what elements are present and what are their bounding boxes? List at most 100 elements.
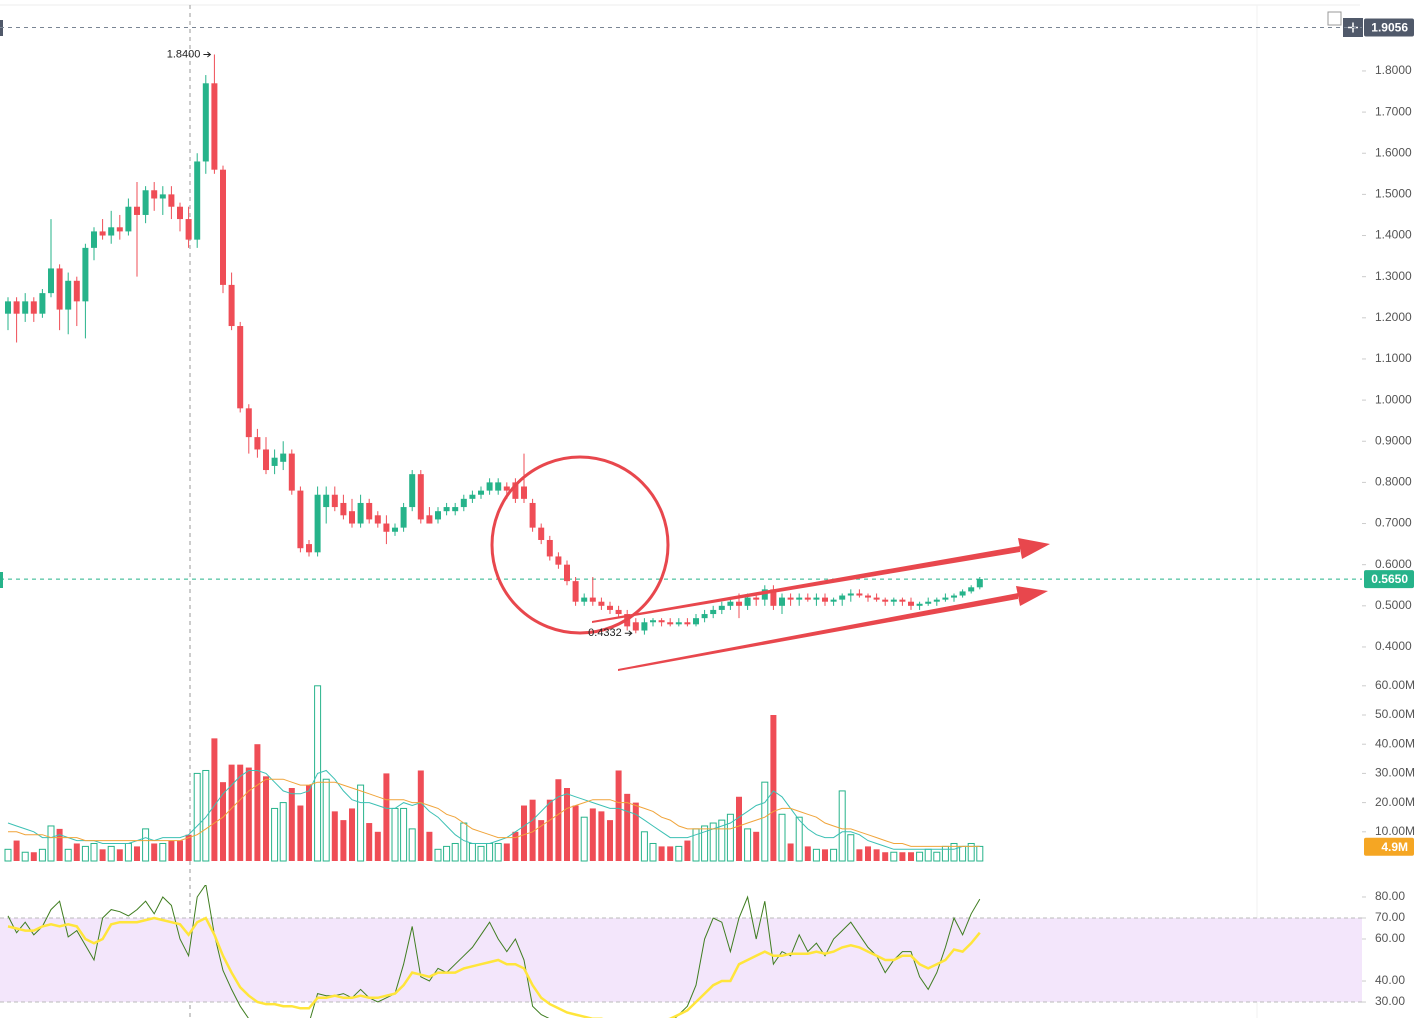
volume-bar	[804, 846, 811, 861]
candle-body	[426, 515, 433, 524]
candle-body	[5, 301, 11, 314]
volume-bar	[908, 852, 914, 861]
candle-body	[280, 453, 287, 462]
volume-bar	[168, 840, 175, 861]
candle-body	[736, 601, 742, 606]
candle-body	[220, 169, 226, 285]
candle-body	[460, 498, 467, 508]
volume-bar	[564, 788, 570, 861]
candle-body	[865, 595, 871, 598]
candle-body	[151, 190, 158, 199]
volume-bar	[967, 842, 975, 862]
candle-body	[830, 599, 837, 602]
candle-body	[908, 601, 914, 606]
candle-body	[48, 268, 54, 294]
volume-bar	[675, 845, 683, 862]
candle-body	[211, 83, 218, 170]
volume-bar	[580, 816, 588, 862]
volume-bar	[916, 851, 924, 862]
volume-bar	[426, 831, 433, 861]
volume-bar	[882, 852, 889, 861]
candle-body	[228, 284, 235, 327]
candle-body	[546, 539, 553, 557]
volume-bar	[538, 820, 545, 861]
candle-body	[787, 597, 794, 600]
background-layer	[0, 27, 1362, 1003]
candle-body	[22, 301, 29, 314]
candle-body	[134, 206, 140, 215]
candle-body	[572, 581, 579, 602]
volume-bar	[228, 764, 235, 861]
expand-icon[interactable]	[1327, 11, 1342, 26]
y-tick-label: 0.7000	[1375, 516, 1412, 530]
volume-bar	[649, 842, 657, 862]
volume-bar	[331, 811, 338, 861]
volume-bar	[38, 848, 46, 862]
y-tick-label: 40.00M	[1375, 736, 1415, 750]
volume-bar	[64, 848, 72, 862]
volume-bar	[177, 840, 183, 861]
volume-bar	[529, 799, 536, 861]
volume-bar	[193, 772, 201, 862]
y-tick-label: 30.00M	[1375, 766, 1415, 780]
volume-bar	[116, 849, 123, 861]
volume-bar	[822, 849, 828, 861]
volume-bar	[684, 840, 691, 861]
candle-body	[916, 603, 923, 606]
candle-body	[684, 622, 691, 625]
candle-body	[349, 511, 355, 524]
candle-body	[82, 247, 89, 302]
volume-bar	[512, 831, 519, 861]
candle-body	[159, 194, 166, 199]
volume-bar	[701, 825, 709, 862]
volume-bar	[349, 808, 355, 861]
volume-bar	[770, 715, 777, 861]
trend-arrow-head	[1018, 538, 1050, 559]
candle-body	[263, 449, 269, 471]
volume-bar	[21, 851, 29, 862]
candle-body	[942, 597, 949, 600]
volume-bar	[357, 784, 365, 862]
candle-body	[839, 595, 846, 600]
y-tick-label: 1.8000	[1375, 63, 1412, 77]
candle-body	[91, 231, 97, 248]
price-box-label: 1.9056	[1371, 21, 1408, 35]
candle-body	[770, 589, 777, 606]
y-tick-label: 1.0000	[1375, 392, 1412, 406]
y-tick-label: 0.6000	[1375, 557, 1412, 571]
candle-body	[813, 597, 820, 600]
candle-body	[959, 591, 966, 596]
volume-bar	[142, 828, 150, 862]
volume-bar	[924, 848, 932, 862]
volume-bar	[812, 848, 820, 862]
candle-body	[761, 589, 768, 600]
candle-body	[598, 601, 605, 606]
candle-body	[443, 507, 450, 512]
candle-body	[701, 614, 708, 619]
candle-body	[873, 597, 880, 600]
candle-body	[495, 482, 502, 491]
candle-body	[452, 507, 459, 512]
volume-bar	[400, 807, 408, 862]
candle-body	[400, 507, 407, 528]
volume-bar	[151, 843, 158, 861]
volume-bar	[753, 831, 760, 861]
volume-bar	[718, 819, 726, 862]
candle-body	[779, 597, 785, 606]
candle-body	[753, 597, 760, 600]
marks-layer	[4, 54, 984, 1018]
candle-body	[951, 595, 957, 598]
candle-body	[116, 227, 123, 232]
rsi-line	[7, 916, 981, 1018]
candle-body	[125, 206, 132, 232]
candle-body	[796, 597, 803, 600]
y-tick-label: 0.4000	[1375, 639, 1412, 653]
volume-bar	[477, 845, 485, 862]
candle-body	[693, 618, 699, 625]
volume-bar	[546, 799, 553, 861]
candle-body	[30, 301, 37, 314]
volume-bar	[598, 811, 605, 861]
volume-bar	[322, 778, 330, 862]
candle-body	[392, 527, 398, 532]
